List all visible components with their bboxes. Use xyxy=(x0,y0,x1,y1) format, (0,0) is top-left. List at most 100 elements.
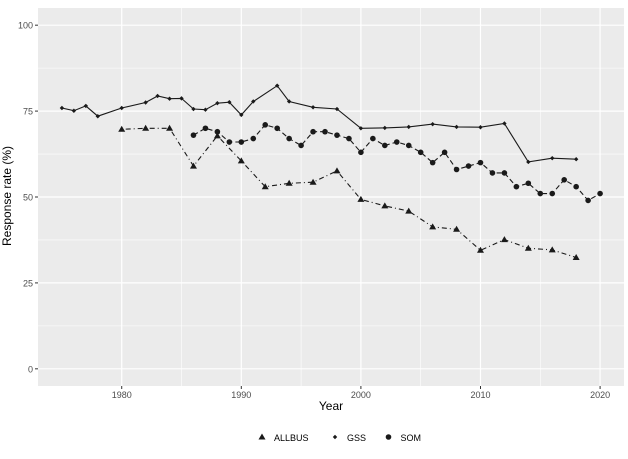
data-point xyxy=(441,149,448,156)
series-som xyxy=(190,122,603,204)
y-tick-label: 50 xyxy=(23,193,33,203)
data-point xyxy=(417,149,424,156)
data-point xyxy=(476,246,484,253)
data-point xyxy=(71,108,77,113)
data-point xyxy=(561,177,568,183)
series-layer xyxy=(59,83,603,260)
data-point xyxy=(572,253,580,260)
data-point xyxy=(549,190,556,197)
data-point xyxy=(203,107,208,112)
data-point xyxy=(382,142,388,149)
data-point xyxy=(95,114,100,119)
triangle-icon xyxy=(258,433,266,440)
data-point xyxy=(166,124,174,131)
data-point xyxy=(333,167,341,174)
data-point xyxy=(513,183,520,190)
data-point xyxy=(430,121,435,127)
x-tick-label: 1990 xyxy=(231,390,251,400)
circle-icon xyxy=(385,434,392,440)
legend-label: ALLBUS xyxy=(274,433,309,443)
data-point xyxy=(237,157,245,164)
legend-label: SOM xyxy=(401,433,422,443)
legend: ALLBUS GSS SOM xyxy=(258,433,422,443)
data-point xyxy=(310,128,316,135)
data-point xyxy=(286,99,292,104)
tick-labels: 0 25 50 75 100 1980 1990 2000 2010 2020 xyxy=(18,21,610,400)
data-point xyxy=(298,142,304,149)
legend-item-allbus: ALLBUS xyxy=(258,433,309,443)
data-point xyxy=(118,125,126,132)
legend-item-som: SOM xyxy=(385,433,422,443)
data-point xyxy=(59,105,65,111)
data-point xyxy=(213,132,221,139)
data-point xyxy=(191,106,196,112)
data-point xyxy=(525,180,532,187)
data-point xyxy=(251,99,256,104)
x-tick-label: 1980 xyxy=(112,390,132,400)
data-point xyxy=(406,124,411,130)
x-tick-label: 2010 xyxy=(470,390,490,400)
data-point xyxy=(393,139,400,145)
y-axis-label: Response rate (%) xyxy=(0,146,14,246)
data-point xyxy=(119,105,124,111)
y-tick-label: 25 xyxy=(23,278,33,288)
data-point xyxy=(478,125,483,130)
series-gss xyxy=(59,83,579,165)
data-point xyxy=(405,207,413,214)
data-point xyxy=(537,190,544,197)
data-point xyxy=(573,183,579,190)
data-point xyxy=(501,170,508,176)
legend-item-gss: GSS xyxy=(332,433,366,443)
data-point xyxy=(262,122,269,128)
data-point xyxy=(239,112,244,118)
data-point xyxy=(285,179,293,186)
data-point xyxy=(357,195,365,202)
data-point xyxy=(179,96,184,101)
data-point xyxy=(286,135,292,142)
data-point xyxy=(429,159,436,166)
data-point xyxy=(261,183,269,190)
diamond-icon xyxy=(332,434,338,440)
data-point xyxy=(489,170,496,176)
data-point xyxy=(142,124,150,131)
data-point xyxy=(83,103,89,109)
data-point xyxy=(214,128,221,135)
data-point xyxy=(370,135,376,142)
data-point xyxy=(167,96,172,101)
data-point xyxy=(309,178,317,185)
data-point xyxy=(550,155,555,161)
data-point xyxy=(405,142,412,149)
data-point xyxy=(453,166,460,173)
data-point xyxy=(465,163,472,169)
data-point xyxy=(548,246,556,253)
y-tick-label: 75 xyxy=(23,107,33,117)
data-point xyxy=(381,202,389,209)
data-point xyxy=(358,126,364,131)
data-point xyxy=(155,93,160,99)
data-point xyxy=(226,139,233,145)
x-tick-label: 2020 xyxy=(590,390,610,400)
data-point xyxy=(597,190,603,197)
data-point xyxy=(190,132,197,138)
data-point xyxy=(274,125,280,132)
data-point xyxy=(500,236,508,243)
data-point xyxy=(358,149,364,156)
data-point xyxy=(334,132,340,138)
data-point xyxy=(502,121,507,126)
data-point xyxy=(585,197,591,204)
data-point xyxy=(227,99,232,105)
data-point xyxy=(524,244,532,251)
data-point xyxy=(477,159,484,166)
x-tick-label: 2000 xyxy=(351,390,371,400)
legend-label: GSS xyxy=(347,433,366,443)
data-point xyxy=(189,162,197,169)
series-allbus xyxy=(118,124,580,260)
data-point xyxy=(429,223,437,230)
y-tick-label: 0 xyxy=(28,364,33,374)
data-point xyxy=(382,125,388,131)
data-point xyxy=(346,135,352,142)
data-point xyxy=(453,225,461,232)
data-point xyxy=(215,100,220,106)
data-point xyxy=(526,159,531,165)
